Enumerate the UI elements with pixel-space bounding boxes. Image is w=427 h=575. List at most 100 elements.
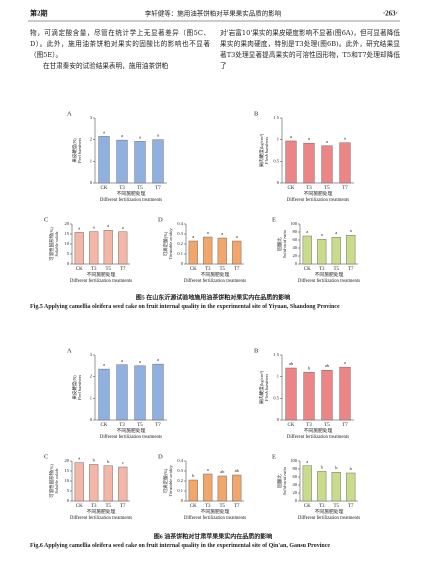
x-tick-label: T5 xyxy=(105,504,111,509)
bar xyxy=(232,474,242,502)
bar xyxy=(303,142,315,184)
bar xyxy=(302,465,312,502)
x-tick-label: T3 xyxy=(91,504,97,509)
significance-letter: a xyxy=(207,467,209,472)
x-tick-label: CK xyxy=(288,423,295,428)
y-tick-label: 1.5 xyxy=(273,115,279,120)
x-tick-label: CK xyxy=(288,186,295,191)
y-tick-label: 10 xyxy=(65,478,70,483)
y-axis-label-cn: 固酸比 xyxy=(276,237,283,251)
x-tick-label: T3 xyxy=(306,423,312,428)
panel-label: D xyxy=(158,216,163,223)
y-tick-label: 3 xyxy=(90,352,93,357)
x-tick-label: T7 xyxy=(342,186,348,191)
y-tick-label: 0.1 xyxy=(177,488,183,493)
significance-letter: a xyxy=(139,134,141,139)
paragraph: 物，可滴定酸含量，尽管在统计学上无显著差异（图5C、D）。此外，施用油茶饼粕对果… xyxy=(30,29,210,59)
y-tick-label: 0 xyxy=(295,498,298,503)
x-axis-label: Different fertilization treatments xyxy=(100,435,162,440)
x-tick-label: T3 xyxy=(205,504,211,509)
x-axis-label: Different fertilization treatments xyxy=(287,198,349,203)
panel-label: E xyxy=(272,453,276,460)
x-tick-label: T5 xyxy=(324,423,330,428)
x-tick-label: T7 xyxy=(234,504,240,509)
y-tick-label: 20 xyxy=(65,458,70,463)
significance-letter: ab xyxy=(235,468,240,473)
page-number: ·263· xyxy=(383,10,398,18)
y-tick-label: 100 xyxy=(290,221,298,226)
bar xyxy=(134,365,146,421)
y-tick-label: 0 xyxy=(90,180,93,185)
y-axis-label: Solid-acid ratio xyxy=(282,466,287,495)
y-tick-label: 20 xyxy=(293,490,298,495)
x-tick-label: T5 xyxy=(324,186,330,191)
bar xyxy=(203,473,213,502)
significance-letter: a xyxy=(221,231,223,236)
y-tick-label: 1 xyxy=(277,374,279,379)
x-axis-label-cn: 不同施肥处理 xyxy=(87,508,116,515)
x-tick-label: T7 xyxy=(155,423,161,428)
significance-letter: b xyxy=(350,466,353,471)
y-tick-label: 0.4 xyxy=(177,221,183,226)
bar xyxy=(118,231,128,265)
x-axis-label: Different fertilization treatments xyxy=(298,279,360,284)
x-axis-label-cn: 不同施肥处理 xyxy=(315,271,344,278)
x-axis-label-cn: 不同施肥处理 xyxy=(201,508,230,515)
y-tick-label: 0 xyxy=(67,498,70,503)
y-tick-label: 15 xyxy=(65,468,70,473)
y-tick-label: 0 xyxy=(67,261,70,266)
x-tick-label: T3 xyxy=(205,267,211,272)
significance-letter: a xyxy=(192,234,194,239)
bar xyxy=(89,231,99,265)
panel-label: A xyxy=(67,347,72,354)
y-tick-label: 80 xyxy=(293,466,298,471)
x-axis-label: Different fertilization treatments xyxy=(298,516,360,521)
y-axis-label-cn: 可溶性固形物(%) xyxy=(48,227,55,261)
x-tick-label: T3 xyxy=(306,186,312,191)
y-axis-label: Soluble solids xyxy=(54,231,59,256)
x-tick-label: CK xyxy=(190,504,197,509)
significance-letter: ab xyxy=(325,363,330,368)
bar xyxy=(188,240,198,265)
x-tick-label: T5 xyxy=(105,267,111,272)
issue: 第2期 xyxy=(30,9,48,18)
y-tick-label: 0 xyxy=(181,498,184,503)
bar xyxy=(232,240,242,265)
bar xyxy=(134,141,146,184)
significance-letter: a xyxy=(306,459,308,464)
x-tick-label: T3 xyxy=(319,267,325,272)
bar xyxy=(217,237,227,265)
y-axis-label-cn: 可滴定酸(%) xyxy=(162,468,169,493)
running-title: 李轩健等：施用油茶饼粕对苹果果实品质的影响 xyxy=(145,8,282,17)
y-tick-label: 1.5 xyxy=(273,352,279,357)
y-tick-label: 15 xyxy=(65,231,70,236)
x-tick-label: T7 xyxy=(234,267,240,272)
bar xyxy=(152,139,164,184)
x-tick-label: T3 xyxy=(319,504,325,509)
x-tick-label: CK xyxy=(304,504,311,509)
y-axis-label: Peel hardness xyxy=(77,375,82,401)
y-tick-label: 0.3 xyxy=(177,468,183,473)
y-tick-label: 3 xyxy=(90,115,93,120)
x-tick-label: T7 xyxy=(342,423,348,428)
bar xyxy=(118,466,128,502)
x-axis-label: Different fertilization treatments xyxy=(100,198,162,203)
y-axis-label: Flesh hardness xyxy=(264,374,269,402)
bar xyxy=(339,142,351,184)
x-axis-label: Different fertilization treatments xyxy=(70,279,132,284)
panel-label: A xyxy=(67,110,72,117)
x-tick-label: CK xyxy=(190,267,197,272)
bar xyxy=(116,139,128,184)
significance-letter: b xyxy=(321,464,324,469)
x-axis-label-cn: 不同施肥处理 xyxy=(117,190,146,197)
x-tick-label: T3 xyxy=(119,186,125,191)
x-axis-label: Different fertilization treatments xyxy=(70,516,132,521)
significance-letter: c xyxy=(122,460,124,465)
caption-en-box: Fig.5 Applying camellia oleifera seed ca… xyxy=(30,304,340,310)
significance-letter: a xyxy=(335,230,337,235)
x-tick-label: T7 xyxy=(348,504,354,509)
y-tick-label: 5 xyxy=(67,488,70,493)
y-axis-label-cn: 果肉硬度(kg/cm²) xyxy=(258,370,265,404)
caption-en: Fig.6 Applying camellia oleifera seed ca… xyxy=(30,543,331,549)
